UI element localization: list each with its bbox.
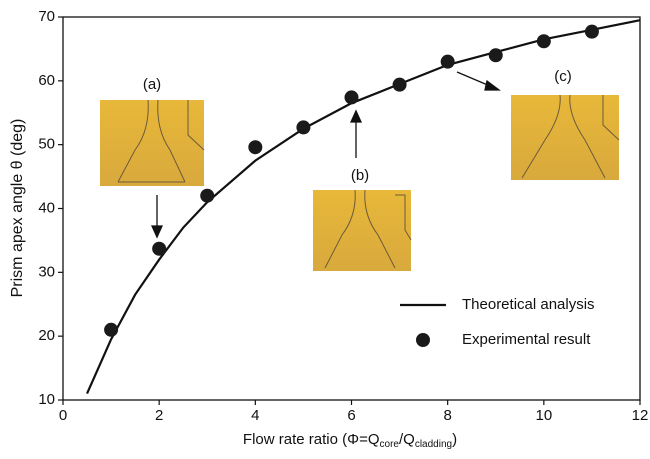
annotation: (c) [554,68,572,85]
inset-b [313,189,412,271]
x-tick-label: 6 [347,407,355,424]
legend-label: Experimental result [462,331,591,348]
x-label-part: /Q [399,431,415,448]
x-tick-label: 4 [251,407,259,424]
x-label-part: cladding [415,439,452,450]
x-tick-label: 0 [59,407,67,424]
inset-a [100,99,205,186]
x-axis-label: Flow rate ratio (Φ=Qcore/Qcladding) [243,431,457,450]
x-label-part: core [380,439,400,450]
y-tick-label: 40 [38,199,55,216]
annotation: (b) [351,167,369,184]
x-tick-label: 2 [155,407,163,424]
data-point [488,48,503,63]
data-point [200,188,215,203]
y-tick-label: 60 [38,72,55,89]
annotation: (a) [143,76,161,93]
y-tick-label: 50 [38,136,55,153]
x-label-part: ) [452,431,457,448]
data-point [152,241,167,256]
data-point [536,34,551,49]
x-tick-label: 12 [632,407,649,424]
data-point [104,322,119,337]
data-point [584,24,599,39]
x-label-part: Flow rate ratio (Φ=Q [243,431,380,448]
y-tick-label: 20 [38,327,55,344]
inset-c [511,94,620,180]
data-point [296,120,311,135]
x-tick-label: 8 [443,407,451,424]
data-point [440,54,455,69]
y-tick-label: 10 [38,391,55,408]
data-point [344,90,359,105]
arrows [150,71,501,239]
y-tick-label: 70 [38,8,55,25]
y-tick-label: 30 [38,263,55,280]
legend-label: Theoretical analysis [462,296,595,313]
data-point [392,77,407,92]
x-tick-label: 10 [535,407,552,424]
y-axis-label: Prism apex angle θ (deg) [9,119,26,298]
legend-marker [416,333,430,347]
data-point [248,140,263,155]
